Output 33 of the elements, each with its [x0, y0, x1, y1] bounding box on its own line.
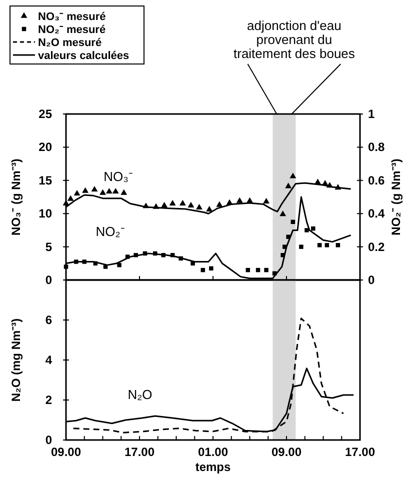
- x-tick-label: 17.00: [344, 445, 376, 459]
- y-tick-label: 6: [45, 313, 52, 327]
- x-tick-label: 09.00: [50, 445, 82, 459]
- y-axis-title: NO₃⁻ (g Nm⁻³): [9, 158, 23, 236]
- y-tick-label: 0: [45, 433, 52, 447]
- y2-axis-title: NO₂⁻ (g Nm⁻³): [389, 158, 403, 236]
- legend-label: NO₂⁻ mesuré: [38, 24, 106, 36]
- y-tick-label: 0: [45, 273, 52, 287]
- legend-label: NO₃⁻ mesuré: [38, 11, 106, 23]
- y2-tick-label: 0.6: [368, 173, 386, 188]
- y-tick-label: 4: [45, 353, 52, 367]
- annotation: NO₃⁻: [104, 169, 132, 184]
- band-label: adjonction d'eau provenant du traitement des boues: [234, 18, 356, 61]
- y2-tick-label: 1: [368, 107, 375, 121]
- x-tick-label: 09.00: [271, 445, 302, 459]
- y-tick-label: 25: [38, 107, 52, 121]
- y2-tick-label: 0: [368, 273, 375, 287]
- legend-label: valeurs calculées: [38, 50, 130, 62]
- y2-tick-label: 0.8: [368, 140, 386, 154]
- y-axis-title: N₂O (mg Nm⁻³): [9, 318, 23, 402]
- y-tick-label: 20: [38, 140, 52, 154]
- x-tick-label: 17.00: [124, 445, 155, 459]
- y-tick-label: 5: [45, 240, 52, 254]
- legend-label: N₂O mesuré: [38, 37, 102, 49]
- annotation: N₂O: [128, 387, 152, 402]
- y2-tick-label: 0.2: [368, 240, 386, 254]
- annotation: NO₂⁻: [96, 224, 124, 239]
- y-tick-label: 15: [38, 173, 52, 188]
- x-tick-label: 01.00: [198, 445, 228, 459]
- y-tick-label: 10: [38, 206, 52, 221]
- x-axis-title: temps: [195, 460, 231, 474]
- y2-tick-label: 0.4: [368, 206, 386, 221]
- y-tick-label: 2: [45, 393, 52, 407]
